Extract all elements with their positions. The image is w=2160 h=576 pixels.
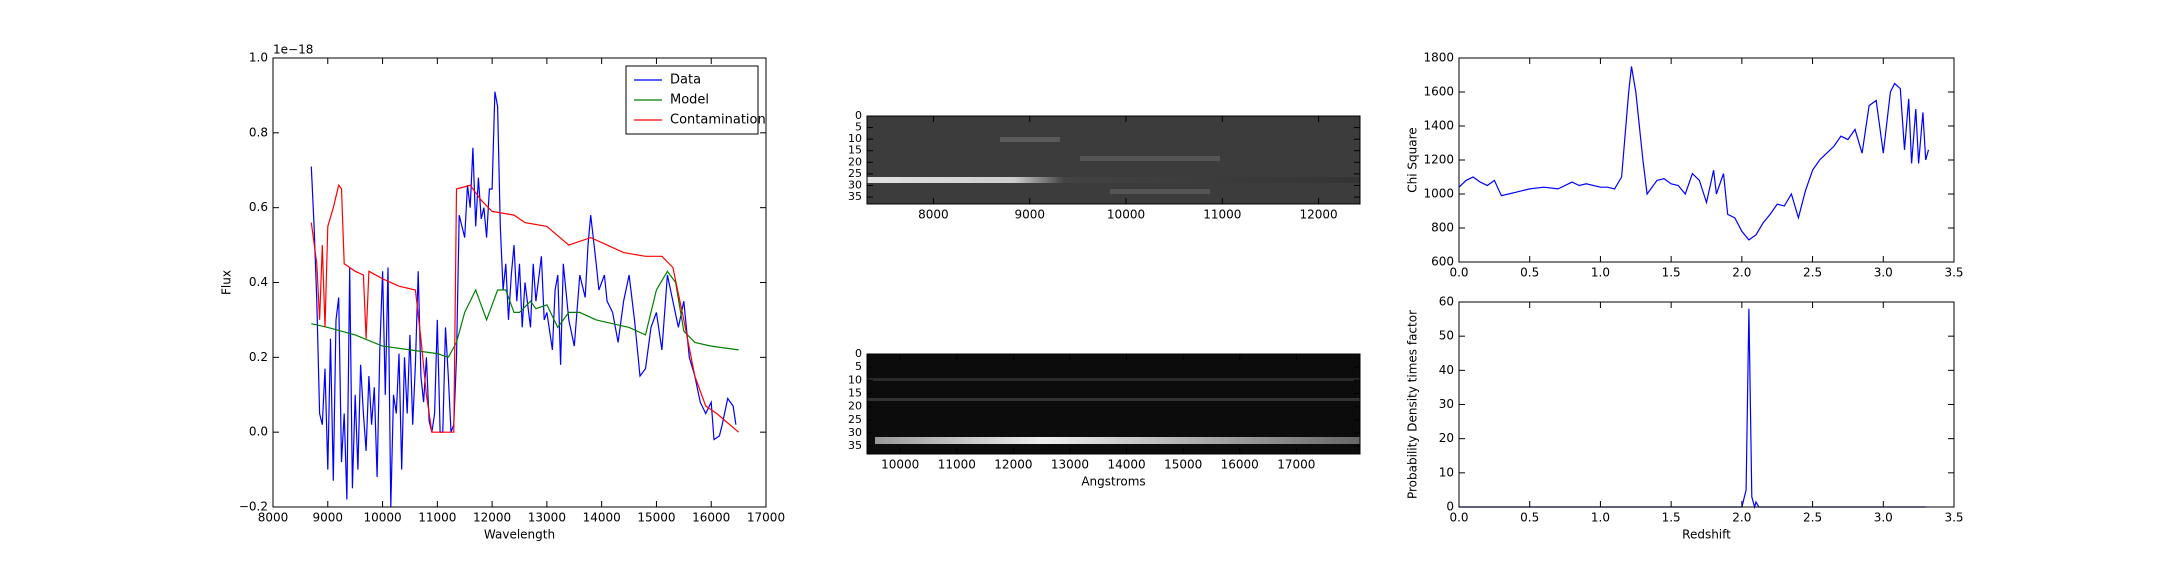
x-tick-label: 11000 — [1203, 208, 1241, 222]
axes-frame — [1458, 301, 1955, 508]
x-tick-label: 1.5 — [1662, 511, 1681, 525]
x-tick-label: 14000 — [583, 511, 621, 525]
x-tick-label: 3.0 — [1874, 266, 1893, 280]
spectrum-image-top — [867, 116, 1360, 204]
x-tick-label: 1.5 — [1662, 266, 1681, 280]
y-tick-label: 0.2 — [249, 350, 268, 364]
y-tick-label: 30 — [1439, 397, 1454, 411]
y-tick-label: 1600 — [1423, 85, 1454, 99]
line-series — [310, 91, 737, 508]
spectrum-image-bottom — [867, 354, 1360, 454]
y-tick-label: 30 — [848, 178, 862, 191]
x-tick-label: 17000 — [747, 511, 785, 525]
y-tick-label: 10 — [848, 373, 862, 386]
x-tick-label: 2.0 — [1732, 511, 1751, 525]
y-tick-label: 1200 — [1423, 153, 1454, 167]
x-tick-label: 13000 — [1051, 458, 1089, 472]
x-tick-label: 16000 — [692, 511, 730, 525]
x-tick-label: 9000 — [313, 511, 344, 525]
x-tick-label: 2.0 — [1732, 266, 1751, 280]
line-series — [1458, 66, 1930, 241]
x-tick-label: 0.5 — [1520, 266, 1539, 280]
x-tick-label: 11000 — [418, 511, 456, 525]
x-tick-label: 13000 — [528, 511, 566, 525]
x-tick-label: 2.5 — [1803, 266, 1822, 280]
x-tick-label: 12000 — [473, 511, 511, 525]
x-tick-label: 0.0 — [1449, 511, 1468, 525]
y-tick-label: 15 — [848, 386, 862, 399]
y-tick-label: 40 — [1439, 363, 1454, 377]
offset-text: 1e−18 — [273, 43, 313, 57]
y-tick-label: −0.2 — [239, 500, 268, 514]
y-tick-label: 15 — [848, 144, 862, 157]
axes-frame — [866, 115, 1361, 205]
y-tick-label: 20 — [848, 155, 862, 168]
y-tick-label: 25 — [848, 413, 862, 426]
y-tick-label: 35 — [848, 190, 862, 203]
x-axis-label: Redshift — [1682, 528, 1731, 542]
x-tick-label: 0.0 — [1449, 266, 1468, 280]
x-tick-label: 17000 — [1277, 458, 1315, 472]
line-series — [311, 270, 739, 359]
x-tick-label: 14000 — [1107, 458, 1145, 472]
y-tick-label: 5 — [855, 121, 862, 134]
x-tick-label: 12000 — [1300, 208, 1338, 222]
legend-label: Data — [670, 73, 701, 88]
x-tick-label: 1.0 — [1591, 511, 1610, 525]
y-tick-label: 600 — [1431, 255, 1454, 269]
x-tick-label: 1.0 — [1591, 266, 1610, 280]
x-tick-label: 16000 — [1221, 458, 1259, 472]
x-tick-label: 11000 — [938, 458, 976, 472]
x-tick-label: 3.5 — [1944, 511, 1963, 525]
x-tick-label: 8000 — [918, 208, 949, 222]
line-series — [310, 183, 739, 433]
x-tick-label: 3.0 — [1874, 511, 1893, 525]
legend-label: Contamination — [670, 113, 766, 128]
x-tick-label: 15000 — [1164, 458, 1202, 472]
y-tick-label: 5 — [855, 360, 862, 373]
x-tick-label: 9000 — [1014, 208, 1045, 222]
y-tick-label: 1.0 — [249, 51, 268, 65]
x-tick-label: 15000 — [637, 511, 675, 525]
y-tick-label: 25 — [848, 167, 862, 180]
y-tick-label: 1800 — [1423, 51, 1454, 65]
legend-label: Model — [670, 93, 709, 108]
x-tick-label: 10000 — [1107, 208, 1145, 222]
y-tick-label: 0 — [1446, 500, 1454, 514]
y-tick-label: 10 — [848, 132, 862, 145]
y-tick-label: 35 — [848, 439, 862, 452]
y-tick-label: 20 — [1439, 431, 1454, 445]
y-tick-label: 30 — [848, 426, 862, 439]
line-series — [1459, 308, 1926, 510]
y-tick-label: 50 — [1439, 329, 1454, 343]
y-tick-label: 0.8 — [249, 125, 268, 139]
y-axis-label: Flux — [220, 270, 234, 295]
y-tick-label: 20 — [848, 400, 862, 413]
x-axis-label: Angstroms — [1081, 475, 1145, 489]
y-tick-label: 10 — [1439, 465, 1454, 479]
x-tick-label: 2.5 — [1803, 511, 1822, 525]
y-tick-label: 1000 — [1423, 187, 1454, 201]
x-axis-label: Wavelength — [484, 528, 555, 542]
y-tick-label: 800 — [1431, 221, 1454, 235]
y-axis-label: Probability Density times factor — [1406, 310, 1420, 499]
x-tick-label: 10000 — [363, 511, 401, 525]
x-tick-label: 0.5 — [1520, 511, 1539, 525]
y-tick-label: 1400 — [1423, 119, 1454, 133]
y-tick-label: 0 — [855, 347, 862, 360]
x-tick-label: 10000 — [881, 458, 919, 472]
x-tick-label: 3.5 — [1944, 266, 1963, 280]
y-tick-label: 0.4 — [249, 275, 268, 289]
y-tick-label: 60 — [1439, 295, 1454, 309]
axes-frame — [866, 353, 1361, 455]
y-tick-label: 0.6 — [249, 200, 268, 214]
x-tick-label: 12000 — [994, 458, 1032, 472]
y-tick-label: 0.0 — [249, 425, 268, 439]
y-tick-label: 0 — [855, 109, 862, 122]
x-tick-label: 8000 — [258, 511, 289, 525]
axes-frame — [1458, 57, 1955, 263]
y-axis-label: Chi Square — [1406, 127, 1420, 192]
